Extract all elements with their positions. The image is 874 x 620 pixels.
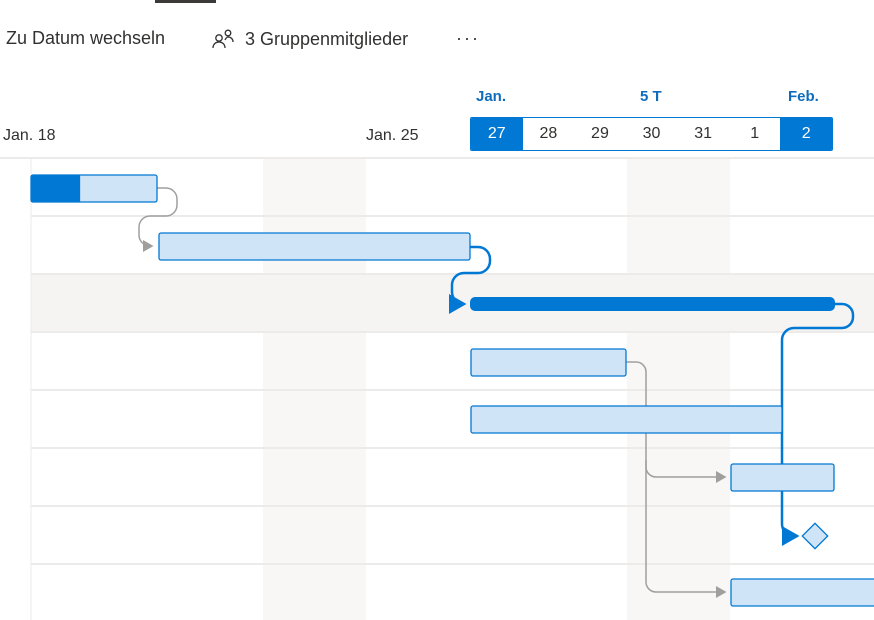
task-bar-1[interactable] xyxy=(30,174,158,203)
day-cell[interactable]: 30 xyxy=(642,125,661,142)
group-members-button[interactable]: 3 Gruppenmitglieder xyxy=(211,28,408,50)
week-label: Jan. 18 xyxy=(3,127,56,144)
dependency-connector[interactable] xyxy=(645,460,727,598)
task-bar-2[interactable] xyxy=(158,232,471,261)
task-progress-fill xyxy=(31,175,81,202)
task-bar-4[interactable] xyxy=(470,348,627,377)
go-to-date-button[interactable]: Zu Datum wechseln xyxy=(6,28,165,49)
task-bar-5[interactable] xyxy=(470,405,783,434)
week-label: Jan. 25 xyxy=(366,127,419,144)
range-duration-label: 5 T xyxy=(640,88,662,105)
task-bar-6[interactable] xyxy=(730,463,835,492)
critical-dependency-connector[interactable] xyxy=(780,302,855,546)
selected-date-range[interactable]: 27 28 29 30 31 1 2 xyxy=(470,117,833,151)
day-cell[interactable]: 28 xyxy=(539,125,558,142)
critical-task-bar[interactable] xyxy=(470,297,835,311)
group-members-label: 3 Gruppenmitglieder xyxy=(245,28,409,49)
go-to-date-label: Zu Datum wechseln xyxy=(6,28,166,48)
milestone-diamond[interactable] xyxy=(801,522,829,550)
more-options-button[interactable]: ··· xyxy=(456,28,480,49)
day-cell[interactable]: 1 xyxy=(750,125,760,142)
people-icon xyxy=(212,29,234,49)
month-label-end: Feb. xyxy=(788,88,819,105)
grid xyxy=(30,159,874,620)
more-icon: ··· xyxy=(456,28,480,48)
dependency-connector[interactable] xyxy=(138,187,178,252)
task-bar-8[interactable] xyxy=(730,578,874,607)
task-bars xyxy=(30,174,874,607)
header-divider xyxy=(0,157,874,159)
month-label-start: Jan. xyxy=(476,88,507,105)
day-cell[interactable]: 29 xyxy=(591,125,609,142)
day-cell[interactable]: 2 xyxy=(780,118,832,150)
critical-dependency-connector[interactable] xyxy=(448,245,492,314)
active-tab-indicator xyxy=(155,0,216,3)
day-cell[interactable]: 27 xyxy=(471,118,523,150)
day-cell[interactable]: 31 xyxy=(694,125,712,142)
